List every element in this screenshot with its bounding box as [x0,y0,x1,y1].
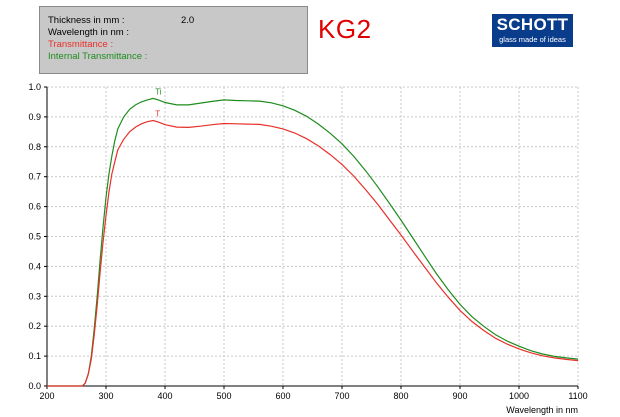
logo-wordmark: SCHOTT [496,15,569,34]
y-tick-label: 0.0 [28,381,41,391]
schott-logo: SCHOTT glass made of ideas [492,14,573,47]
y-tick-label: 0.3 [28,291,41,301]
transmittance-label: Transmittance : [48,39,114,50]
y-tick-label: 1.0 [28,82,41,92]
y-tick-label: 0.2 [28,321,41,331]
thickness-label: Thickness in mm : [48,15,125,26]
y-tick-label: 0.4 [28,261,41,271]
x-tick-label: 1000 [509,391,529,401]
x-tick-label: 900 [452,391,467,401]
x-tick-label: 300 [98,391,113,401]
x-axis-title: Wavelength in nm [506,405,578,415]
series-layer [47,97,579,387]
y-tick-label: 0.5 [28,232,41,242]
grid-layer [47,86,579,386]
x-tick-label: 500 [216,391,231,401]
series-line-ti [47,97,579,387]
y-tick-label: 0.8 [28,142,41,152]
thickness-value: 2.0 [181,15,195,26]
x-tick-label: 600 [275,391,290,401]
series-line-t [47,119,579,387]
y-tick-label: 0.1 [28,351,41,361]
wavelength-label: Wavelength in nm : [48,27,129,38]
internal-transmittance-label: Internal Transmittance : [48,51,148,62]
y-tick-label: 0.9 [28,112,41,122]
x-tick-label: 200 [39,391,54,401]
axis-layer: 200 300 400 500 600 700 800 900 1000 1100 0.0 0.1 0.… [28,82,587,401]
x-tick-label: 700 [334,391,349,401]
label-layer: Ti T [155,87,162,118]
info-panel: Thickness in mm : 2.0 Wavelength in nm :… [39,6,308,74]
x-tick-label: 400 [157,391,172,401]
y-tick-label: 0.7 [28,172,41,182]
filter-name-title: KG2 [318,14,372,44]
y-tick-label: 0.6 [28,202,41,212]
series-label-t: T [155,109,160,118]
series-label-ti: Ti [155,87,162,96]
x-tick-label: 800 [393,391,408,401]
logo-tagline: glass made of ideas [499,35,566,44]
x-tick-label: 1100 [568,391,587,401]
